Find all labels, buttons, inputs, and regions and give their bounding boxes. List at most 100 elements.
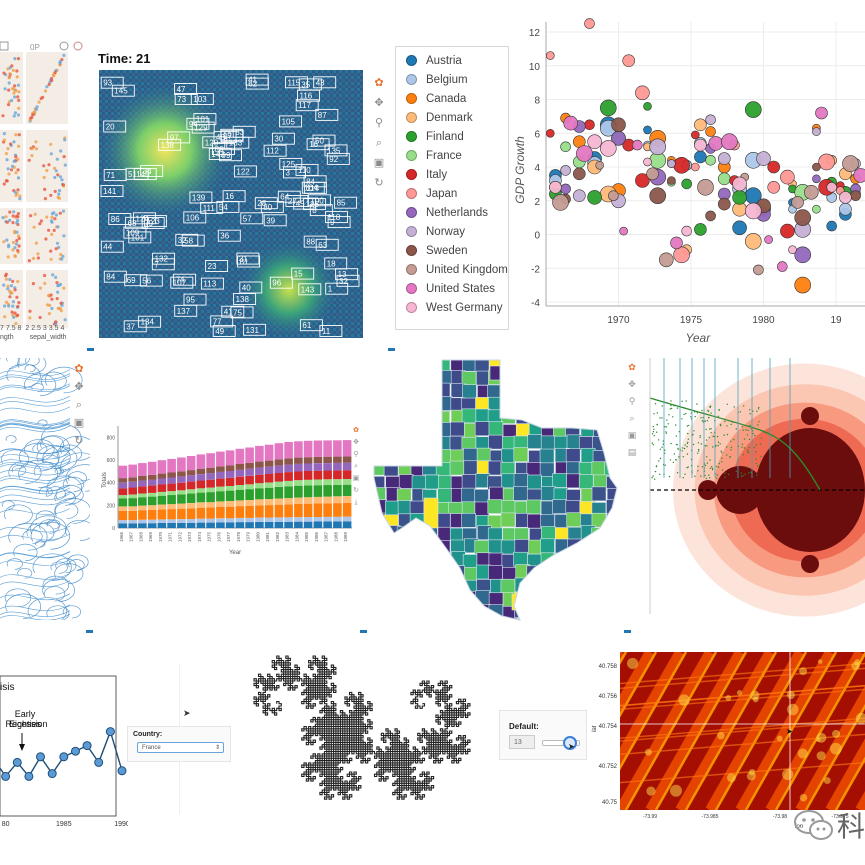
x-tick-label: 1981	[265, 532, 270, 543]
bar-segment	[333, 516, 342, 522]
curve-stroke	[0, 462, 71, 470]
legend-item[interactable]: United Kingdom	[396, 260, 508, 279]
hover-icon[interactable]: ⌕	[375, 137, 383, 149]
bifurcation-point	[724, 472, 726, 474]
legend-item[interactable]: Japan	[396, 184, 508, 203]
county	[397, 591, 413, 607]
bar-segment	[157, 484, 167, 492]
time-box-label: 41	[248, 76, 257, 85]
legend-item[interactable]: Italy	[396, 165, 508, 184]
legend-item[interactable]: France	[396, 146, 508, 165]
legend-item[interactable]: Netherlands	[396, 203, 508, 222]
wheel-zoom-icon[interactable]: ⚲	[353, 450, 358, 458]
iris-point	[63, 138, 67, 142]
legend-item[interactable]: Sweden	[396, 241, 508, 260]
legend-item[interactable]: Finland	[396, 127, 508, 146]
time-box-label: 97	[170, 133, 179, 142]
legend-item[interactable]: Austria	[396, 51, 508, 70]
street-band	[765, 652, 865, 810]
iris-point	[31, 282, 35, 286]
bar-segment	[206, 518, 215, 523]
iris-point	[16, 176, 21, 180]
iris-point	[34, 107, 39, 111]
legend-item[interactable]: United States	[396, 279, 508, 298]
legend-item[interactable]: West Germany	[396, 298, 508, 317]
default-value-input[interactable]: 13	[509, 735, 535, 749]
help-icon[interactable]: ⤓	[354, 498, 357, 506]
hover-icon[interactable]: ⌕	[354, 462, 358, 470]
y-tick-label: -2	[531, 264, 540, 275]
bifurcation-point	[746, 434, 749, 436]
hover-icon[interactable]: ⌕	[75, 399, 83, 411]
slider-handle[interactable]	[563, 736, 577, 750]
bar-segment	[294, 497, 303, 504]
iris-point	[6, 284, 10, 288]
time-box-rect	[100, 76, 124, 89]
cell-bg	[26, 270, 68, 328]
gdp-point	[842, 155, 859, 172]
curve-stroke	[0, 418, 71, 425]
bar-segment	[216, 491, 225, 502]
street-band	[620, 684, 865, 707]
iris-point	[44, 237, 48, 241]
reset-icon[interactable]: ▤	[628, 448, 637, 458]
legend-item[interactable]: Norway	[396, 222, 508, 241]
legend-item[interactable]: Denmark	[396, 108, 508, 127]
save-icon[interactable]: ▣	[73, 417, 85, 429]
save-icon[interactable]: ▣	[353, 474, 360, 482]
dragon-curve	[253, 655, 471, 800]
county	[474, 489, 489, 504]
time-box-rect	[285, 76, 308, 89]
time-box-label: 124	[136, 214, 150, 223]
save-icon[interactable]: ▣	[628, 431, 637, 441]
iris-point	[13, 254, 17, 258]
county	[501, 382, 517, 398]
gdp-point	[812, 127, 821, 136]
curve-stroke	[39, 519, 60, 534]
pan-icon[interactable]: ✥	[353, 438, 359, 446]
gdp-point	[584, 119, 595, 131]
bifurcation-point	[756, 465, 759, 467]
county	[396, 526, 412, 542]
select-icon[interactable]	[0, 41, 9, 51]
pan-icon[interactable]: ✥	[374, 97, 384, 109]
time-box: 143	[298, 283, 322, 296]
bar-segment	[294, 471, 303, 481]
county	[552, 499, 567, 514]
bar-segment	[225, 501, 235, 507]
county	[565, 500, 581, 515]
reset-icon[interactable]: ↻	[353, 486, 359, 494]
gdp-point	[732, 220, 747, 236]
gdp-point	[635, 85, 650, 101]
county	[397, 421, 412, 437]
gdp-point	[839, 202, 852, 216]
pan-icon[interactable]: ✥	[74, 381, 84, 393]
hover-icon[interactable]: ⌕	[629, 414, 634, 424]
legend-item[interactable]: Belgium	[396, 70, 508, 89]
bar-segment	[313, 503, 323, 517]
wheel-zoom-icon[interactable]: ⚲	[374, 117, 384, 129]
x-tick-label: 1967	[129, 532, 134, 543]
iris-point	[11, 221, 15, 225]
hot-spot	[797, 748, 808, 759]
reset-icon[interactable]: ↻	[74, 435, 84, 447]
reset-icon[interactable]	[59, 41, 69, 51]
save-icon[interactable]: ▣	[373, 157, 385, 169]
bar-segment	[284, 472, 293, 481]
bifurcation-point	[702, 416, 704, 419]
iris-point	[52, 74, 56, 78]
time-box-label: 39	[266, 216, 275, 225]
legend-item[interactable]: Canada	[396, 89, 508, 108]
bar-segment	[333, 521, 342, 528]
reset-icon[interactable]: ↻	[374, 177, 384, 189]
county	[489, 619, 505, 620]
pan-icon[interactable]: ✥	[628, 380, 636, 390]
county	[384, 605, 400, 620]
slider-track[interactable]	[542, 740, 580, 746]
time-box-label: 93	[103, 79, 112, 88]
country-select[interactable]: France ⇕	[137, 742, 224, 753]
hover-icon[interactable]: 0P	[30, 43, 40, 52]
bar-segment	[186, 475, 196, 482]
wheel-zoom-icon[interactable]: ⚲	[629, 397, 636, 407]
bar-segment	[264, 466, 274, 474]
